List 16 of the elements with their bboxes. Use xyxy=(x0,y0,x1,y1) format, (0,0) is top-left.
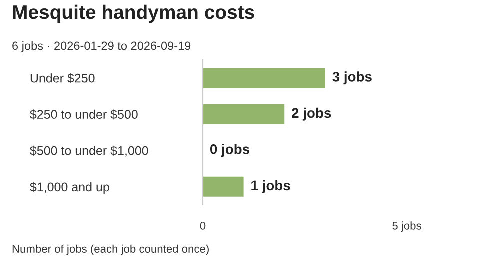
data-label: 1 jobs xyxy=(252,180,290,194)
bar xyxy=(203,68,326,88)
y-tick-label: Under $250 xyxy=(30,73,95,84)
y-tick-label: $1,000 and up xyxy=(30,182,110,194)
chart-title: Mesquite handyman costs xyxy=(13,4,254,24)
y-tick-label: $250 to under $500 xyxy=(30,110,138,120)
y-tick-label: $500 to under $1,000 xyxy=(30,146,148,157)
bar xyxy=(203,104,285,124)
bar xyxy=(203,176,244,197)
text: Number of jobs (each job counted once) xyxy=(12,244,209,256)
data-label: 0 jobs xyxy=(210,144,250,158)
x-tick-label: 5 jobs xyxy=(392,222,422,232)
x-tick-label: 0 xyxy=(200,222,206,230)
text: 6 jobs · 2026-01-29 to 2026-09-19 xyxy=(12,42,191,52)
data-label: 3 jobs xyxy=(332,72,372,85)
data-label: 2 jobs xyxy=(292,108,332,121)
